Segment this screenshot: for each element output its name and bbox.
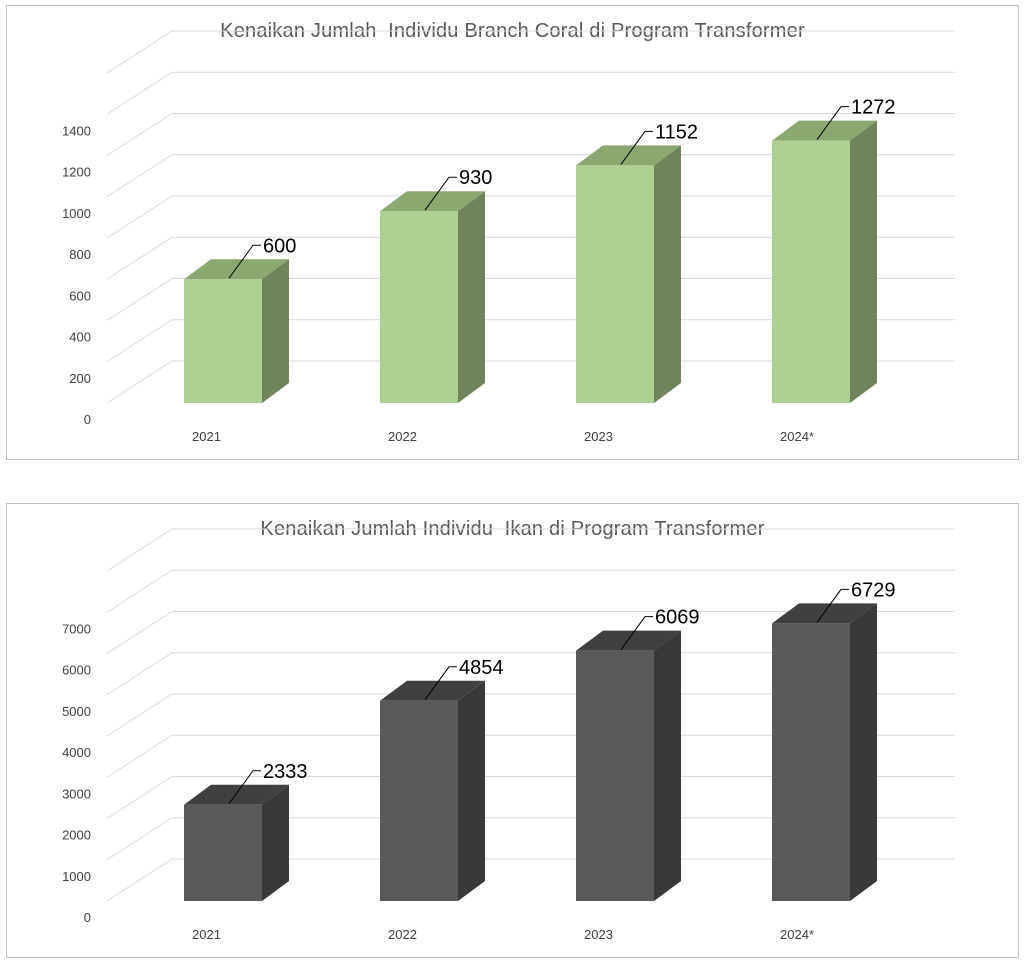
bar-side-face xyxy=(850,603,877,901)
bar-front-face xyxy=(772,623,850,901)
bar-front-face xyxy=(576,650,654,901)
y-tick-label: 0 xyxy=(84,412,91,427)
gridline-diagonal xyxy=(106,858,173,902)
gridline-diagonal xyxy=(106,154,173,198)
bar-side-face xyxy=(458,680,485,901)
bar-2021 xyxy=(184,259,289,403)
x-category-label: 2023 xyxy=(584,429,613,444)
y-tick-label: 1000 xyxy=(62,206,91,221)
data-label-leader xyxy=(424,176,457,211)
bar-front-face xyxy=(184,279,262,403)
x-category-label: 2024* xyxy=(780,927,814,942)
bar-2024* xyxy=(772,603,877,901)
data-label-leader xyxy=(424,666,457,701)
y-tick-label: 800 xyxy=(69,247,91,262)
gridline-diagonal xyxy=(106,236,173,280)
bar-top-face xyxy=(184,259,289,280)
y-tick-label: 3000 xyxy=(62,786,91,801)
gridline-diagonal xyxy=(106,693,173,737)
bar-2022 xyxy=(380,680,485,901)
data-label: 1152 xyxy=(655,121,698,143)
data-label: 6729 xyxy=(851,579,896,601)
y-tick-label: 0 xyxy=(84,910,91,925)
x-category-label: 2022 xyxy=(388,927,417,942)
bar-side-face xyxy=(850,120,877,404)
y-tick-label: 7000 xyxy=(62,621,91,636)
gridline-diagonal xyxy=(106,776,173,819)
bar-2022 xyxy=(380,191,485,403)
coral-chart-panel: Kenaikan Jumlah Individu Branch Coral di… xyxy=(6,5,1019,460)
data-label-leader xyxy=(228,244,261,279)
bar-top-face xyxy=(772,603,877,624)
bar-front-face xyxy=(184,804,262,901)
x-category-label: 2024* xyxy=(780,429,814,444)
data-label: 2333 xyxy=(263,761,308,783)
y-tick-label: 1200 xyxy=(62,165,91,180)
data-label-leader xyxy=(816,106,849,140)
bar-side-face xyxy=(262,259,289,403)
y-tick-label: 6000 xyxy=(62,663,91,678)
data-label: 4854 xyxy=(459,657,504,679)
y-tick-label: 2000 xyxy=(62,828,91,843)
gridline-diagonal xyxy=(106,817,173,861)
data-label-leader xyxy=(620,130,653,165)
gridline-diagonal xyxy=(106,611,173,654)
gridline-diagonal xyxy=(106,30,173,74)
gridline-diagonal xyxy=(106,652,173,696)
data-label: 930 xyxy=(459,167,492,189)
bar-top-face xyxy=(380,680,485,701)
gridline-diagonal xyxy=(106,278,173,321)
fish-chart-plot: 0 1000 2000 3000 4000 5000 6000 7000 2333 2021 485… xyxy=(62,528,955,942)
gridline-diagonal xyxy=(106,528,173,572)
bar-top-face xyxy=(576,145,681,166)
bar-front-face xyxy=(380,700,458,901)
bar-2024* xyxy=(772,120,877,404)
gridline-diagonal xyxy=(106,569,173,613)
y-tick-label: 4000 xyxy=(62,745,91,760)
bar-top-face xyxy=(380,191,485,212)
bar-front-face xyxy=(576,165,654,403)
y-tick-label: 1000 xyxy=(62,869,91,884)
gridline-diagonal xyxy=(106,319,173,363)
bar-side-face xyxy=(654,630,681,901)
bar-2023 xyxy=(576,630,681,901)
x-category-label: 2021 xyxy=(192,927,221,942)
coral-chart-plot: 0 200 400 600 800 1000 1200 1400 600 2021 930 2022 1… xyxy=(62,30,955,444)
gridline-diagonal xyxy=(106,360,173,404)
bar-front-face xyxy=(772,140,850,403)
data-label: 1272 xyxy=(851,97,896,119)
data-label-leader xyxy=(228,770,261,805)
bar-side-face xyxy=(458,191,485,403)
y-tick-label: 200 xyxy=(69,371,91,386)
bar-top-face xyxy=(576,630,681,651)
bar-2021 xyxy=(184,784,289,901)
bar-side-face xyxy=(262,784,289,901)
bar-front-face xyxy=(380,211,458,403)
x-category-label: 2022 xyxy=(388,429,417,444)
x-category-label: 2021 xyxy=(192,429,221,444)
gridline-diagonal xyxy=(106,113,173,156)
bar-top-face xyxy=(772,120,877,141)
bar-top-face xyxy=(184,784,289,805)
fish-chart-panel: Kenaikan Jumlah Individu Ikan di Program… xyxy=(6,503,1019,958)
y-tick-label: 600 xyxy=(69,288,91,303)
gridline-diagonal xyxy=(106,71,173,115)
bar-side-face xyxy=(654,145,681,403)
data-label-leader xyxy=(620,616,653,650)
bar-2023 xyxy=(576,145,681,403)
x-category-label: 2023 xyxy=(584,927,613,942)
data-label: 6069 xyxy=(655,607,700,629)
y-tick-label: 5000 xyxy=(62,704,91,719)
gridline-diagonal xyxy=(106,195,173,239)
y-tick-label: 1400 xyxy=(62,123,91,138)
data-label: 600 xyxy=(263,235,296,257)
gridline-diagonal xyxy=(106,734,173,778)
y-tick-label: 400 xyxy=(69,330,91,345)
data-label-leader xyxy=(816,588,849,623)
